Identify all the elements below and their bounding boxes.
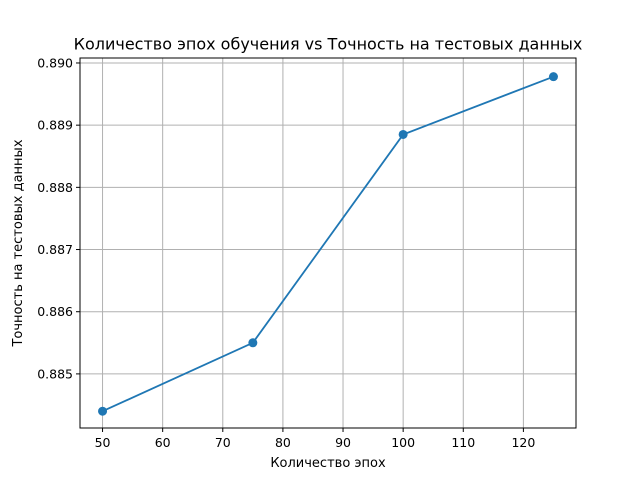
plot-frame: [79, 57, 577, 429]
x-tick-label: 120: [511, 435, 535, 450]
x-tick-label: 80: [275, 435, 291, 450]
y-tick-label: 0.885: [37, 366, 73, 381]
x-tick-label: 50: [95, 435, 111, 450]
grid: [80, 58, 576, 428]
series-line: [102, 75, 554, 413]
y-tick-label: 0.887: [37, 242, 73, 257]
data-point: [248, 338, 258, 348]
series-layer: [98, 72, 558, 416]
data-point: [98, 406, 108, 416]
y-tick-label: 0.886: [37, 304, 73, 319]
y-tick-label: 0.889: [37, 118, 73, 133]
x-tick-label: 100: [391, 435, 415, 450]
axis-ticks: 50 60 70 80 90 100 110 120 0.885 0.886 0.887 0.888 0…: [37, 55, 535, 450]
y-tick-label: 0.888: [37, 180, 73, 195]
y-axis-label: Точность на тестовых данных: [11, 139, 26, 347]
data-point: [548, 72, 558, 82]
x-tick-label: 70: [215, 435, 231, 450]
data-point: [398, 129, 408, 139]
x-tick-label: 90: [335, 435, 351, 450]
x-axis-label: Количество эпох: [270, 456, 386, 471]
chart-title: Количество эпох обучения vs Точность на …: [74, 35, 583, 54]
y-tick-label: 0.890: [37, 55, 73, 70]
x-tick-label: 60: [155, 435, 171, 450]
x-tick-label: 110: [451, 435, 475, 450]
